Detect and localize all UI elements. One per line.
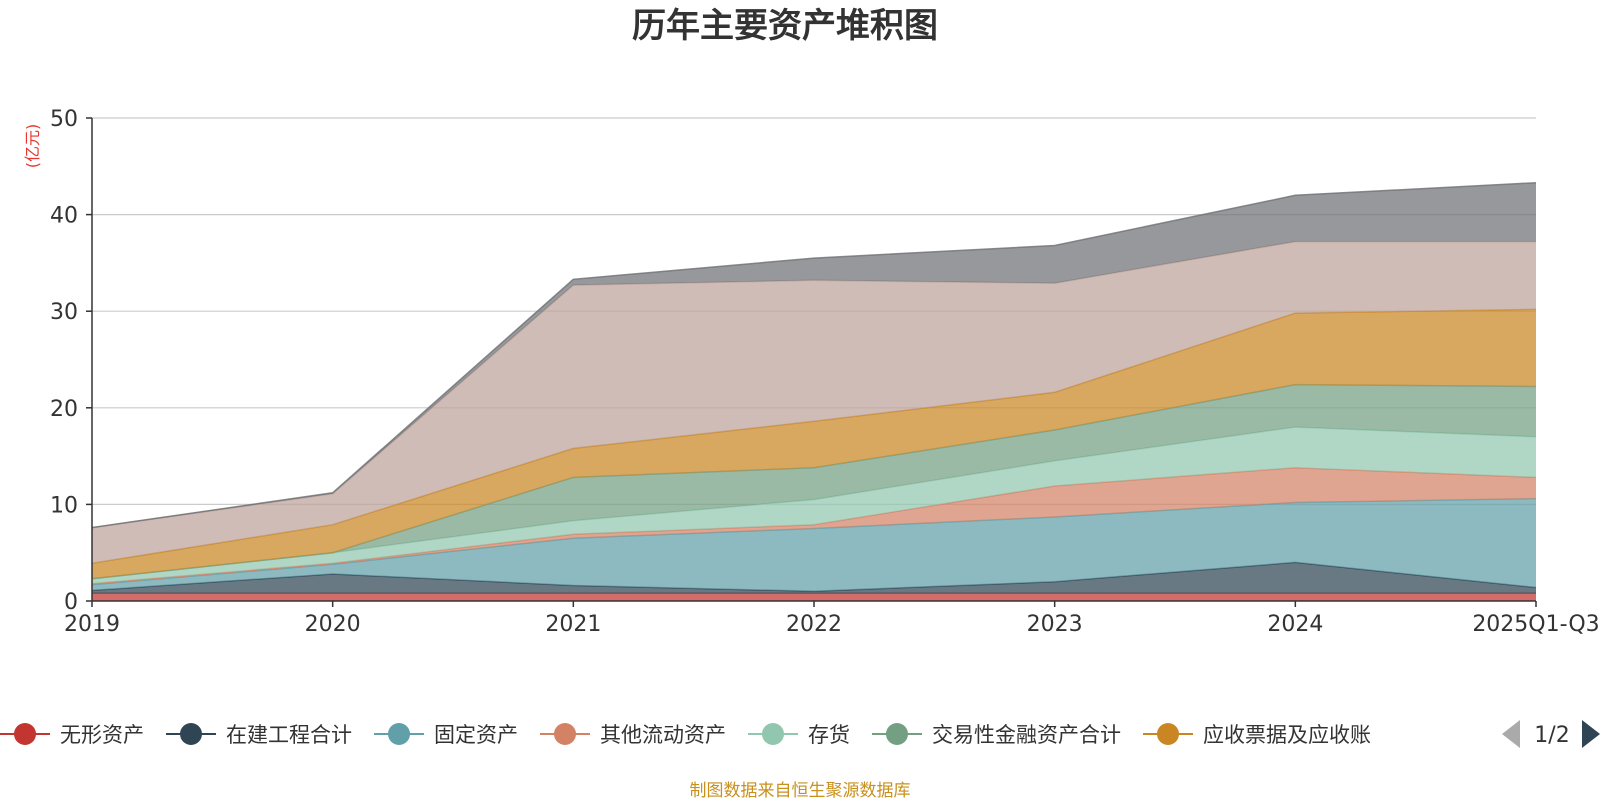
legend-item[interactable]: 存货	[748, 723, 850, 747]
y-axis-unit-label: (亿元)	[23, 124, 42, 169]
area-series-4[interactable]	[92, 427, 1536, 584]
legend-label: 固定资产	[434, 723, 518, 747]
y-tick-label: 0	[64, 590, 78, 615]
area-series-7[interactable]	[92, 241, 1536, 564]
legend-label: 交易性金融资产合计	[932, 723, 1121, 747]
legend-marker-icon	[1157, 723, 1179, 745]
x-tick-label: 2024	[1267, 612, 1323, 637]
legend-label: 在建工程合计	[226, 723, 352, 747]
area-series-2[interactable]	[92, 498, 1536, 592]
legend-item[interactable]: 应收票据及应收账	[1143, 723, 1371, 747]
legend-marker-icon	[14, 723, 36, 745]
legend-marker-icon	[180, 723, 202, 745]
legend-item[interactable]: 在建工程合计	[166, 723, 352, 747]
x-tick-label: 2019	[64, 612, 120, 637]
legend-next-page-icon[interactable]	[1582, 720, 1600, 748]
y-axis-ticks: 0 10 20 30 40 50	[50, 107, 92, 615]
legend-marker-icon	[886, 723, 908, 745]
legend-item[interactable]: 交易性金融资产合计	[872, 723, 1121, 747]
y-tick-label: 20	[50, 397, 78, 422]
y-tick-label: 30	[50, 300, 78, 325]
legend-marker-icon	[388, 723, 410, 745]
y-tick-label: 40	[50, 204, 78, 229]
legend-label: 应收票据及应收账	[1203, 723, 1371, 747]
legend-item[interactable]: 无形资产	[0, 723, 144, 747]
x-tick-label: 2020	[305, 612, 361, 637]
x-axis-ticks: 2019 2020 2021 2022 2023 2024 2025Q1-Q3	[64, 601, 1600, 637]
x-tick-label: 2023	[1027, 612, 1083, 637]
area-series-3[interactable]	[92, 467, 1536, 585]
area-series-8[interactable]	[92, 182, 1536, 528]
legend: 无形资产 在建工程合计 固定资产 其他流动资产 存货 交易性金融资产合计 应收票据及应收账	[0, 723, 1371, 747]
area-series-line-8	[91, 181, 1537, 529]
stacked-areas	[91, 181, 1537, 601]
legend-pager: 1/2	[1502, 720, 1600, 748]
x-tick-label: 2025Q1-Q3	[1472, 612, 1599, 637]
area-series-6[interactable]	[92, 309, 1536, 579]
y-tick-label: 10	[50, 493, 78, 518]
area-series-0[interactable]	[92, 593, 1536, 601]
area-series-5[interactable]	[92, 384, 1536, 579]
x-tick-label: 2022	[786, 612, 842, 637]
data-source-note: 制图数据来自恒生聚源数据库	[690, 781, 911, 800]
legend-label: 无形资产	[60, 723, 144, 747]
legend-page-indicator: 1/2	[1534, 723, 1569, 748]
legend-label: 存货	[808, 723, 850, 747]
chart-title: 历年主要资产堆积图	[632, 6, 938, 46]
x-tick-label: 2021	[545, 612, 601, 637]
legend-prev-page-icon[interactable]	[1502, 720, 1520, 748]
legend-item[interactable]: 其他流动资产	[540, 723, 726, 747]
y-tick-label: 50	[50, 107, 78, 132]
legend-marker-icon	[554, 723, 576, 745]
legend-item[interactable]: 固定资产	[374, 723, 518, 747]
legend-label: 其他流动资产	[600, 723, 726, 747]
area-series-1[interactable]	[92, 562, 1536, 594]
legend-marker-icon	[762, 723, 784, 745]
